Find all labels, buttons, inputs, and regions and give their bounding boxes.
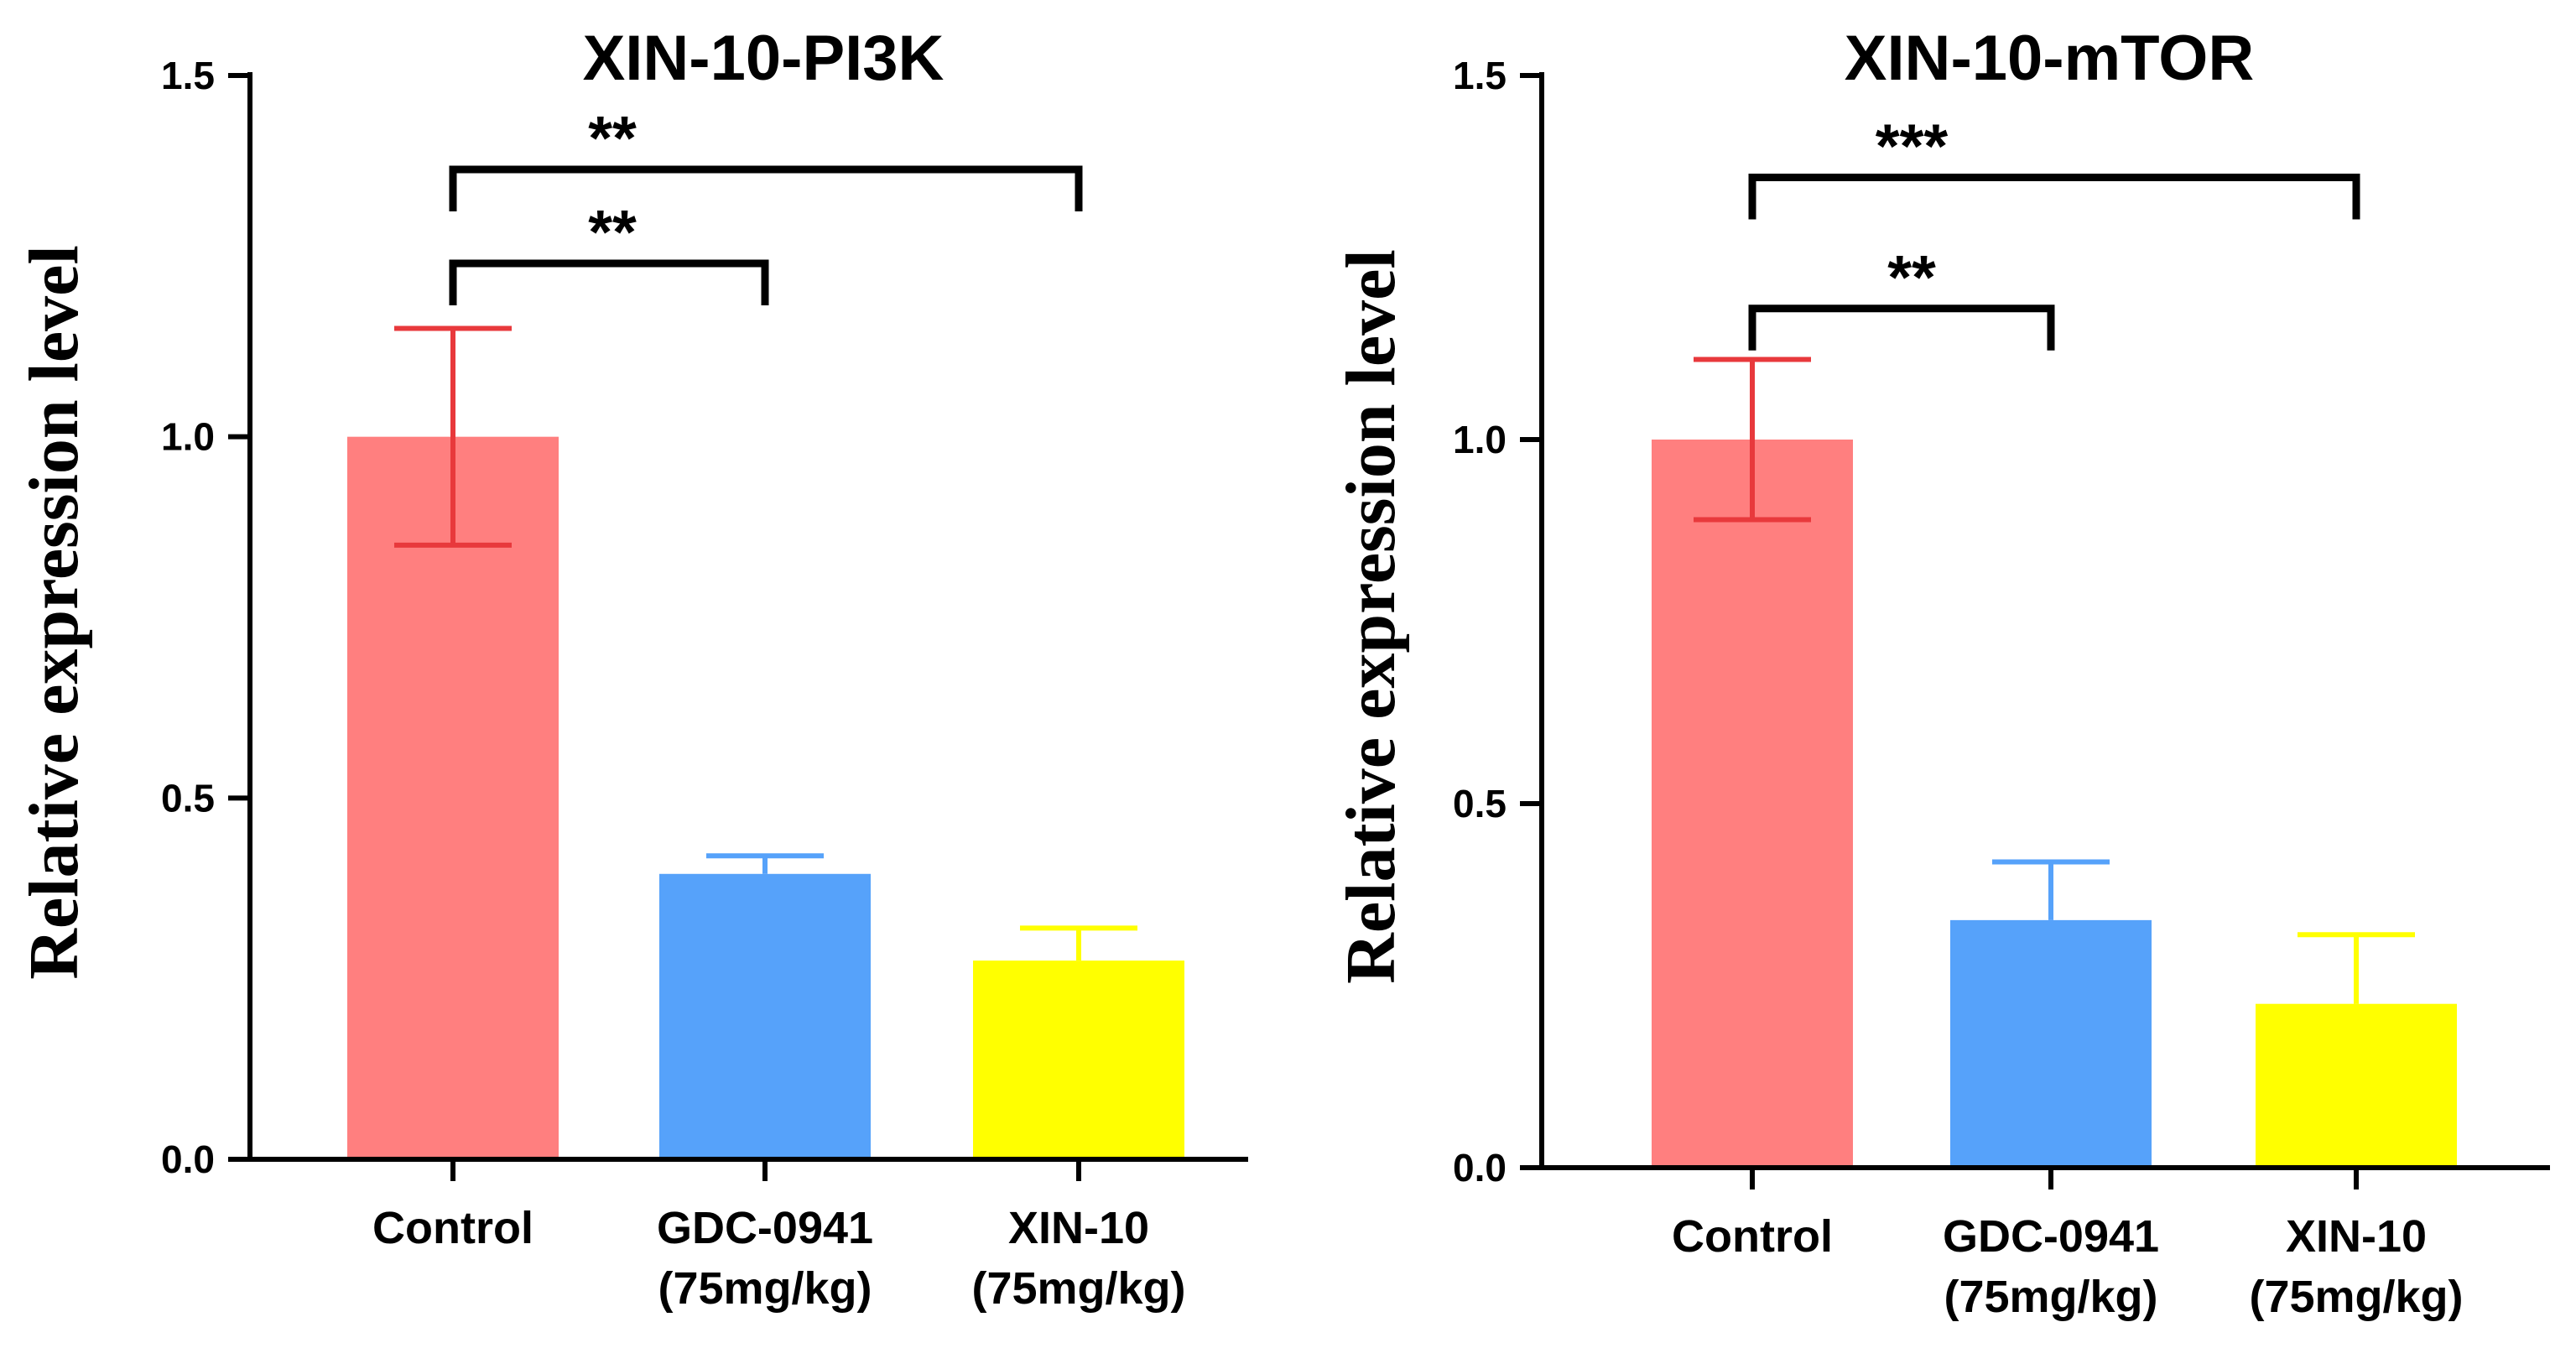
significance-bracket <box>1748 174 2360 220</box>
x-tick-label: (75mg/kg) <box>2249 1272 2463 1322</box>
x-tick-label: GDC-0941 <box>657 1203 873 1253</box>
x-tick-label: XIN-10 <box>1008 1203 1149 1253</box>
y-axis-label: Relative expression level <box>15 245 93 980</box>
significance-label: *** <box>1876 112 1949 181</box>
x-tick-label: GDC-0941 <box>1943 1211 2159 1262</box>
y-tick-label: 0.0 <box>161 1137 215 1181</box>
bar <box>659 873 871 1159</box>
significance-bracket <box>449 259 769 305</box>
x-tick-label: XIN-10 <box>2286 1211 2427 1262</box>
chart-mtor: 0.0 0.5 1.0 1.5 Control GDC-0941 (75mg/kg) XIN-… <box>1332 23 2550 1322</box>
significance-label: ** <box>588 103 637 173</box>
y-tick-label: 0.5 <box>161 776 215 820</box>
bar <box>1950 919 2152 1168</box>
y-tick-label: 0.0 <box>1453 1146 1507 1189</box>
x-tick-label: Control <box>372 1203 533 1253</box>
significance-bracket <box>449 165 1083 211</box>
significance-label: ** <box>588 197 637 267</box>
y-tick-label: 0.5 <box>1453 782 1507 825</box>
x-tick-label: Control <box>1672 1211 1833 1262</box>
bar <box>347 436 559 1159</box>
bar <box>2256 1003 2457 1168</box>
y-axis-label: Relative expression level <box>1332 249 1410 984</box>
significance-label: ** <box>1887 242 1936 312</box>
x-tick-label: (75mg/kg) <box>1944 1272 2157 1322</box>
bar <box>973 960 1184 1159</box>
y-tick-label: 1.5 <box>161 54 215 97</box>
chart-title: XIN-10-PI3K <box>583 23 945 94</box>
x-tick-label: (75mg/kg) <box>971 1263 1185 1314</box>
y-tick-label: 1.0 <box>1453 418 1507 461</box>
chart-title: XIN-10-mTOR <box>1845 23 2254 94</box>
x-tick-label: (75mg/kg) <box>658 1263 872 1314</box>
y-tick-label: 1.5 <box>1453 54 1507 97</box>
significance-bracket <box>1748 305 2055 351</box>
y-tick-label: 1.0 <box>161 415 215 459</box>
chart-pi3k: 0.0 0.5 1.0 1.5 Control GDC-0941 (75mg/kg) XIN-… <box>15 23 1248 1314</box>
bar <box>1652 440 1853 1168</box>
